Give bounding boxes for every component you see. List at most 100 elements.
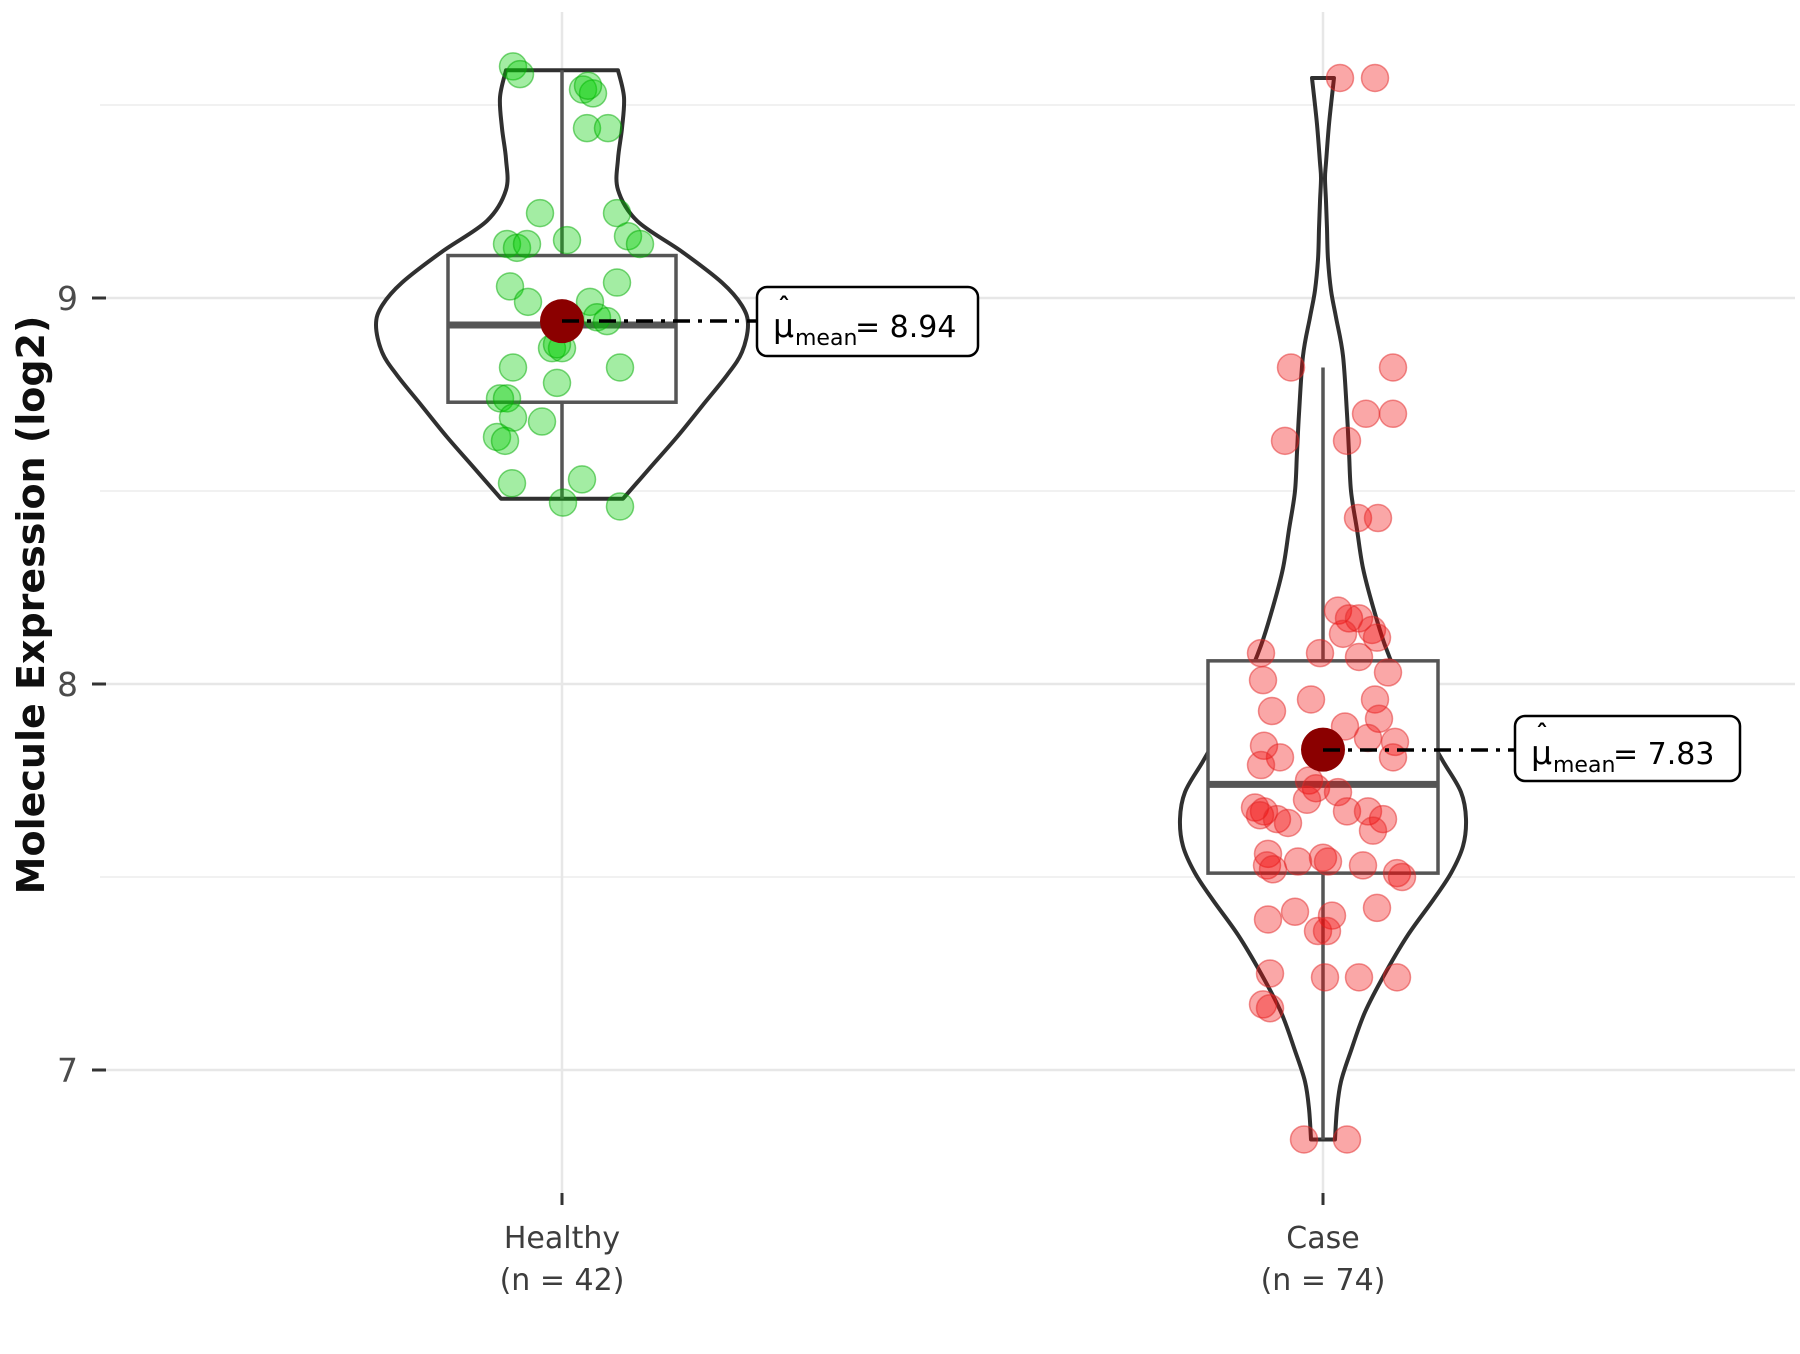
jitter-point-case (1373, 658, 1403, 687)
axis-ticks-layer (92, 296, 1325, 1205)
mu-hat-accent: ˆ (778, 293, 790, 321)
jitter-point-case (1353, 723, 1383, 753)
jitter-point-case (1353, 797, 1383, 826)
jitter-point-case (1325, 63, 1355, 93)
jitter-point-healthy (572, 113, 602, 143)
jitter-point-case (1378, 399, 1408, 429)
jitter-point-case (1332, 1125, 1362, 1154)
jitter-point-case (1332, 797, 1362, 826)
mean-value-text: = 8.94 (855, 310, 956, 345)
jitter-point-case (1253, 839, 1283, 869)
jitter-point-case (1348, 851, 1378, 880)
jitter-point-case (1308, 843, 1338, 872)
jitter-point-case (1276, 353, 1306, 382)
jitter-point-case (1382, 858, 1412, 888)
jitter-point-case (1257, 696, 1287, 726)
jitter-point-case (1378, 353, 1408, 382)
jitter-point-case (1382, 963, 1412, 992)
jitter-point-case (1330, 712, 1360, 741)
jitter-point-healthy (542, 368, 572, 398)
jitter-point-case (1262, 804, 1292, 834)
jitter-point-case (1357, 615, 1387, 645)
jitter-point-healthy (552, 225, 582, 255)
jitter-point-case (1265, 743, 1295, 772)
jitter-point-healthy (593, 113, 623, 143)
mean-value-text: = 7.83 (1613, 737, 1714, 772)
jitter-point-case (1292, 785, 1322, 815)
annotation-box-case (1513, 714, 1742, 783)
mu-symbol: μ (773, 306, 794, 345)
jitter-point-case (1273, 808, 1303, 838)
jitter-point-case (1289, 1125, 1319, 1154)
jitter-point-healthy (605, 492, 635, 521)
jitter-point-case (1296, 685, 1326, 714)
jitter-point-healthy (505, 59, 535, 89)
jitter-point-case (1301, 773, 1331, 803)
jitter-point-healthy (573, 71, 603, 100)
jitter-point-healthy (578, 79, 608, 108)
jitter-point-case (1351, 399, 1381, 429)
jitter-point-healthy (602, 198, 632, 228)
jitter-point-case (1246, 750, 1276, 780)
jitter-point-case (1328, 619, 1358, 649)
jitter-point-case (1253, 905, 1283, 934)
jitter-point-case (1270, 426, 1300, 456)
jitter-point-case (1280, 897, 1310, 926)
jitter-point-healthy (498, 353, 528, 382)
y-tick-label-7: 7 (57, 1051, 78, 1090)
jitter-point-case (1343, 503, 1373, 533)
x-category-sublabel-healthy: (n = 42) (500, 1263, 625, 1298)
jitter-point-layer (482, 52, 1417, 1154)
jitter-point-case (1344, 963, 1374, 992)
jitter-point-case (1310, 963, 1340, 992)
jitter-point-case (1368, 804, 1398, 834)
annotation-box-healthy (755, 285, 980, 358)
mu-subscript: mean (1553, 753, 1615, 778)
jitter-point-healthy (490, 426, 520, 456)
jitter-point-case (1258, 855, 1288, 884)
jitter-point-case (1387, 862, 1417, 892)
x-category-label-case: Case (1286, 1221, 1359, 1256)
jitter-point-case (1332, 426, 1362, 456)
jitter-point-case (1283, 847, 1313, 876)
y-axis-title: Molecule Expression (log2) (9, 316, 53, 895)
y-tick-label-8: 8 (57, 665, 78, 704)
jitter-point-case (1246, 638, 1276, 668)
jitter-point-case (1362, 893, 1392, 923)
jitter-point-case (1303, 916, 1333, 946)
jitter-point-case (1313, 847, 1343, 876)
jitter-point-healthy (602, 268, 632, 297)
mean-annotation-case: ˆ μ mean = 7.83 (1513, 714, 1742, 783)
jitter-point-case (1245, 800, 1275, 830)
jitter-point-case (1344, 642, 1374, 672)
jitter-point-case (1363, 503, 1393, 533)
mu-hat-accent: ˆ (1536, 720, 1548, 748)
jitter-point-healthy (525, 198, 555, 228)
jitter-point-case (1323, 777, 1353, 807)
jitter-point-healthy (625, 229, 655, 259)
mean-annotation-healthy: ˆ μ mean = 8.94 (755, 285, 980, 358)
x-category-label-healthy: Healthy (504, 1221, 620, 1256)
jitter-point-healthy (512, 229, 542, 259)
jitter-point-case (1255, 993, 1285, 1023)
jitter-point-healthy (567, 465, 597, 494)
jitter-point-case (1378, 743, 1408, 772)
jitter-point-case (1360, 63, 1390, 93)
jitter-point-healthy (548, 488, 578, 517)
x-category-sublabel-case: (n = 74) (1261, 1263, 1386, 1298)
jitter-point-case (1334, 604, 1364, 633)
jitter-point-healthy (513, 287, 543, 317)
jitter-point-healthy (492, 384, 522, 413)
y-tick-label-9: 9 (57, 279, 78, 318)
jitter-point-healthy (498, 403, 528, 432)
jitter-point-case (1362, 623, 1392, 652)
jitter-point-case (1312, 916, 1342, 946)
jitter-point-healthy (575, 287, 605, 317)
jitter-point-healthy (605, 353, 635, 382)
jitter-point-healthy (527, 407, 557, 436)
jitter-point-healthy (482, 422, 512, 452)
mu-subscript: mean (795, 326, 857, 351)
